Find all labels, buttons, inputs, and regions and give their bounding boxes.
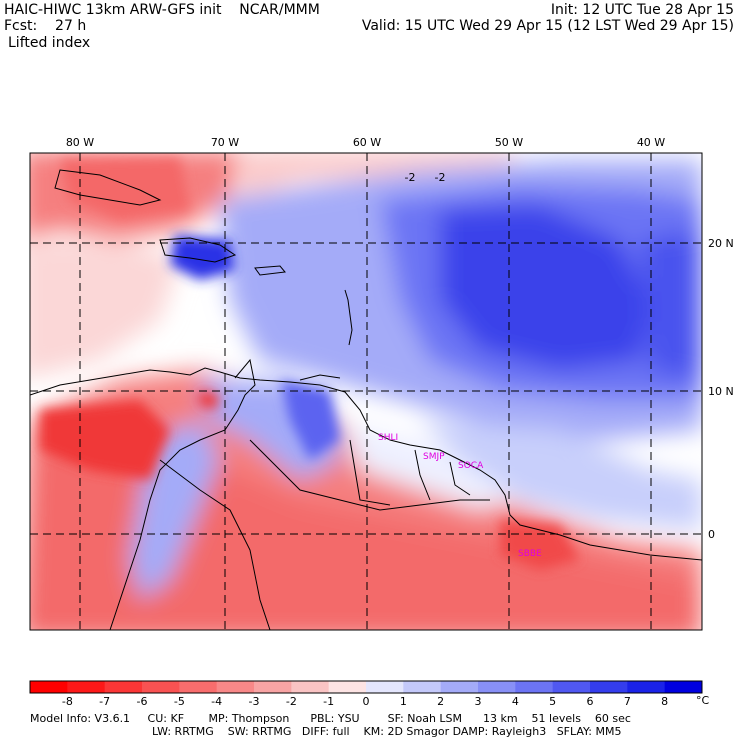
lon-label-40w: 40 W: [637, 136, 665, 149]
colorbar-unit: °C: [696, 694, 710, 707]
init-time: Init: 12 UTC Tue 28 Apr 15: [550, 2, 734, 18]
coastlines: [30, 169, 702, 630]
station-shli: SHLI: [378, 433, 398, 443]
field-shading: [30, 153, 702, 630]
colorbar-swatch: [328, 681, 367, 693]
field-name: Lifted index: [8, 35, 91, 51]
colorbar-swatch: [142, 681, 180, 693]
colorbar-tick-label: -2: [286, 695, 297, 708]
colorbar-swatch: [478, 681, 516, 693]
colorbar-tick-label: 4: [512, 695, 519, 708]
graticule: [30, 153, 702, 630]
colorbar-tick-label: 3: [475, 695, 482, 708]
colorbar-tick-label: 1: [400, 695, 407, 708]
colorbar-swatch: [216, 681, 255, 693]
colorbar-tick-label: -1: [323, 695, 334, 708]
colorbar-swatch: [30, 681, 68, 693]
colorbar-swatch: [590, 681, 628, 693]
colorbar-swatch: [179, 681, 218, 693]
colorbar-swatch: [627, 681, 666, 693]
colorbar-swatch: [254, 681, 292, 693]
lon-label-70w: 70 W: [211, 136, 239, 149]
lon-label-80w: 80 W: [66, 136, 94, 149]
header-title: HAIC-HIWC 13km ARW-GFS init NCAR/MMM: [4, 2, 320, 18]
colorbar-tick-label: -6: [137, 695, 148, 708]
model-info-line1: Model Info: V3.6.1 CU: KF MP: Thompson P…: [30, 712, 631, 725]
forecast-hour: Fcst: 27 h: [4, 18, 87, 34]
colorbar-tick-label: -7: [99, 695, 110, 708]
lat-label-10n: 10 N: [708, 385, 734, 398]
station-smjp: SMJP: [423, 452, 445, 462]
colorbar-tick-label: 0: [363, 695, 370, 708]
valid-time: Valid: 15 UTC Wed 29 Apr 15 (12 LST Wed …: [361, 18, 734, 34]
colorbar-labels: -8 -7 -6 -5 -4 -3 -2 -1 0 1 2 3 4 5 6 7 8: [62, 695, 668, 708]
colorbar-tick-label: -3: [249, 695, 260, 708]
colorbar-tick-label: -8: [62, 695, 73, 708]
colorbar: [29, 680, 703, 694]
lon-label-50w: 50 W: [495, 136, 523, 149]
colorbar-swatch: [440, 681, 479, 693]
colorbar-tick-label: -5: [174, 695, 185, 708]
station-soca: SOCA: [458, 461, 484, 471]
colorbar-tick-label: 5: [549, 695, 556, 708]
station-sbbe: SBBE: [518, 549, 542, 559]
lat-label-0: 0: [708, 528, 715, 541]
model-info-line2: LW: RRTMG SW: RRTMG DIFF: full KM: 2D Sm…: [152, 725, 622, 738]
colorbar-tick-label: 8: [661, 695, 668, 708]
colorbar-frame: [29, 680, 703, 694]
lat-label-20n: 20 N: [708, 237, 734, 250]
colorbar-tick-label: -4: [211, 695, 222, 708]
colorbar-tick-label: 6: [587, 695, 594, 708]
colorbar-tick-label: 7: [624, 695, 631, 708]
contour-label-2: -2: [435, 171, 446, 184]
colorbar-swatch: [366, 681, 404, 693]
contour-label-1: -2: [405, 171, 416, 184]
colorbar-swatch: [664, 681, 703, 693]
colorbar-swatch: [104, 681, 143, 693]
colorbar-swatch: [552, 681, 591, 693]
colorbar-swatch: [67, 681, 106, 693]
colorbar-tick-label: 2: [437, 695, 444, 708]
colorbar-swatch: [291, 681, 330, 693]
colorbar-swatch: [403, 681, 442, 693]
colorbar-swatch: [515, 681, 554, 693]
lon-label-60w: 60 W: [353, 136, 381, 149]
